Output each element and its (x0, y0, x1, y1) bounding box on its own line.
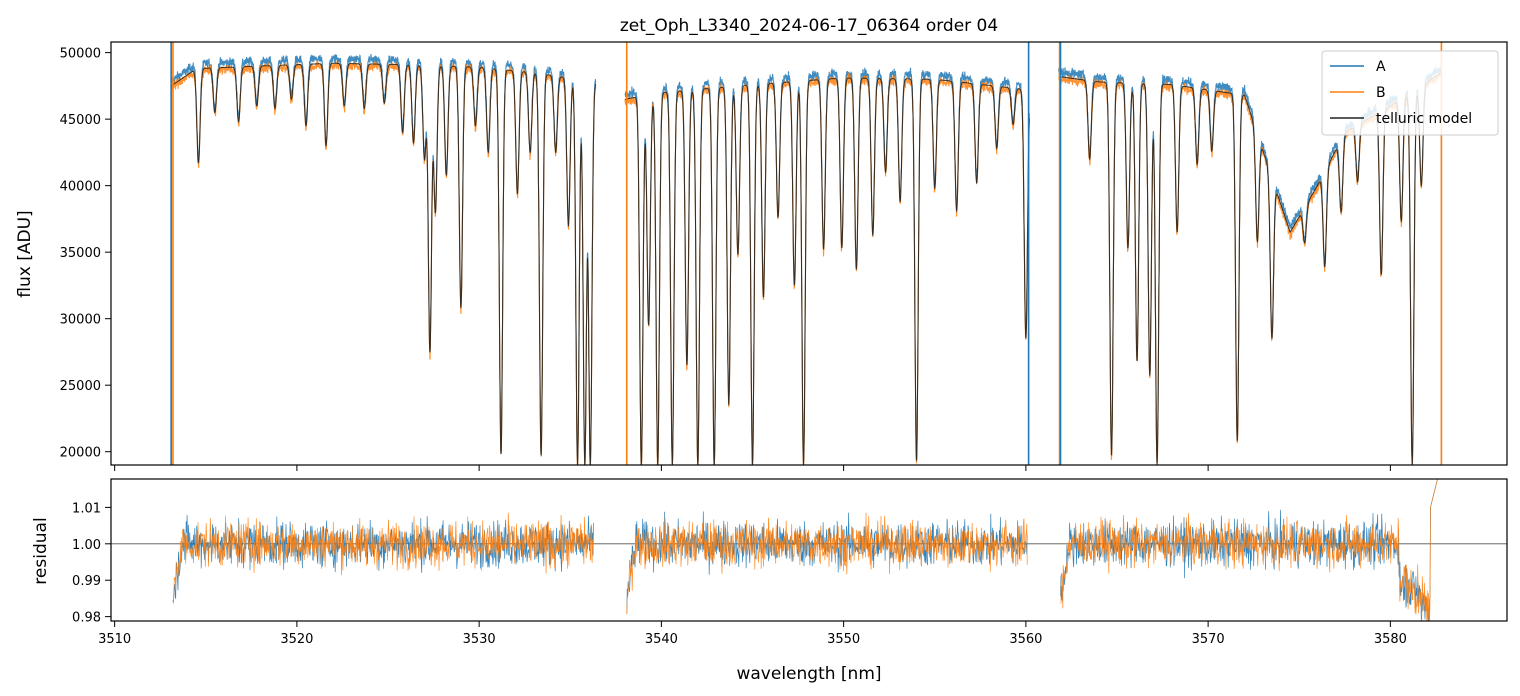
residual-ylabel: residual (31, 517, 51, 584)
flux-ticks: 20000 25000 30000 35000 40000 45000 50000 (60, 47, 1391, 471)
residual-line-b-seg-2 (1060, 479, 1438, 621)
residual-ticks: 0.98 0.99 1.00 1.01 3510 3520 3530 3540 3550 3560… (72, 501, 1407, 647)
residual-xtick-label-4: 3550 (827, 632, 860, 647)
residual-line-a-seg-2 (1060, 479, 1438, 621)
wavelength-xlabel: wavelength [nm] (736, 664, 881, 684)
residual-panel: 0.98 0.99 1.00 1.01 3510 3520 3530 3540 3550 3560… (31, 478, 1508, 684)
legend-label-a: A (1376, 59, 1386, 75)
residual-xtick-label-2: 3530 (463, 632, 496, 647)
residual-ytick-label-2: 1.00 (72, 538, 101, 553)
flux-ytick-label-4: 40000 (60, 180, 101, 195)
flux-series-group (170, 42, 1443, 465)
residual-axes-frame (110, 478, 1508, 622)
flux-panel: 20000 25000 30000 35000 40000 45000 50000 flux… (15, 41, 1508, 471)
residual-ytick-label-0: 0.98 (72, 611, 101, 626)
flux-axes-frame (110, 41, 1508, 466)
flux-ylabel: flux [ADU] (15, 210, 35, 297)
flux-line-model-seg-0 (170, 62, 597, 465)
legend-box (1321, 50, 1499, 136)
residual-xtick-label-0: 3510 (98, 632, 131, 647)
flux-ytick-label-1: 25000 (60, 379, 101, 394)
residual-ytick-label-1: 0.99 (72, 574, 101, 589)
residual-xtick-label-6: 3570 (1192, 632, 1225, 647)
residual-line-b-seg-1 (626, 512, 1028, 615)
residual-xtick-label-5: 3560 (1009, 632, 1042, 647)
legend-label-b: B (1376, 85, 1386, 101)
residual-ytick-label-3: 1.01 (72, 501, 101, 516)
chart-title: zet_Oph_L3340_2024-06-17_06364 order 04 (620, 16, 998, 36)
residual-xtick-label-1: 3520 (280, 632, 313, 647)
flux-ytick-label-2: 30000 (60, 313, 101, 328)
legend: A B telluric model (1321, 50, 1499, 136)
residual-series-group (111, 479, 1507, 621)
flux-line-model-seg-1 (624, 77, 1030, 465)
residual-xtick-label-3: 3540 (645, 632, 678, 647)
residual-line-a-seg-1 (626, 511, 1028, 614)
flux-ytick-label-3: 35000 (60, 246, 101, 261)
residual-xtick-label-7: 3580 (1374, 632, 1407, 647)
flux-ytick-label-5: 45000 (60, 113, 101, 128)
residual-line-b-seg-0 (172, 512, 594, 603)
flux-ytick-label-6: 50000 (60, 47, 101, 62)
flux-ytick-label-0: 20000 (60, 446, 101, 461)
legend-label-model: telluric model (1376, 111, 1472, 127)
